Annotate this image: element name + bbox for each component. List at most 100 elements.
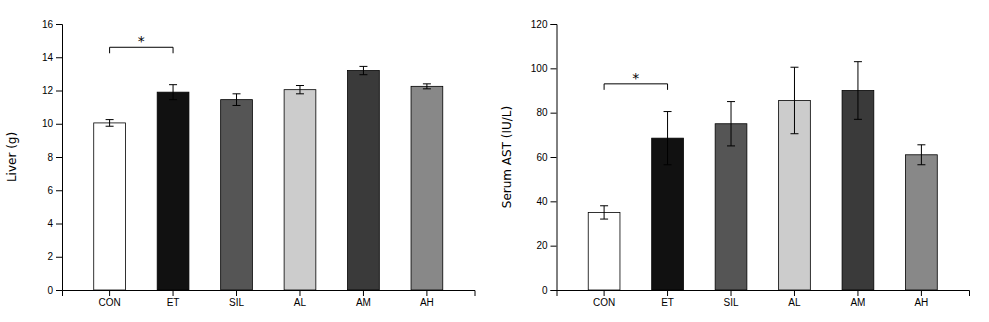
bar — [221, 100, 253, 290]
error-bar — [854, 62, 862, 120]
y-tick-label: 100 — [531, 63, 548, 74]
error-bar — [233, 94, 241, 106]
panel: 0 2 4 6 8 10 12 14 16 CON ET SIL AL AM AH Liver (g) * — [5, 19, 475, 308]
y-tick-mark — [56, 124, 62, 125]
y-tick-mark — [551, 24, 557, 25]
x-tick-mark — [857, 290, 858, 296]
x-tick-mark — [363, 290, 364, 296]
x-tick: AH — [420, 290, 434, 308]
significance-label: * — [632, 70, 639, 86]
x-tick-mark — [426, 290, 427, 296]
x-tick-mark — [667, 290, 668, 296]
y-tick: 60 — [536, 152, 556, 163]
x-tick: ET — [167, 290, 180, 308]
chart-canvas: 0 2 4 6 8 10 12 14 16 CON ET SIL AL AM AH Liver (g) * 0 20… — [0, 0, 989, 322]
y-tick-label: 60 — [536, 152, 548, 163]
y-tick-label: 120 — [531, 19, 548, 30]
bar — [348, 71, 380, 290]
bar — [842, 91, 874, 291]
y-tick-label: 12 — [42, 85, 54, 96]
y-tick-label: 0 — [47, 285, 53, 296]
bar — [715, 124, 747, 290]
x-tick-mark — [731, 290, 732, 296]
x-tick-label: AL — [294, 297, 307, 308]
y-tick: 8 — [47, 152, 62, 163]
significance-label: * — [138, 33, 145, 49]
y-tick: 20 — [536, 240, 556, 251]
y-tick-mark — [56, 24, 62, 25]
y-tick-label: 10 — [42, 118, 54, 129]
y-tick: 16 — [42, 19, 62, 30]
y-tick: 4 — [47, 218, 62, 229]
error-bar — [169, 85, 177, 100]
y-tick-label: 8 — [47, 152, 53, 163]
error-bar — [600, 206, 608, 219]
x-tick-label: AL — [788, 297, 801, 308]
x-tick: AL — [294, 290, 307, 308]
y-tick-label: 0 — [542, 285, 548, 296]
y-tick-mark — [56, 190, 62, 191]
y-tick: 0 — [542, 285, 557, 296]
x-tick-mark — [236, 290, 237, 296]
error-bar — [664, 112, 672, 165]
axis-line — [56, 25, 63, 291]
axis-line — [63, 291, 476, 297]
y-tick: 40 — [536, 196, 556, 207]
error-bar — [359, 66, 367, 74]
bar — [906, 155, 938, 290]
y-axis: 0 20 40 60 80 100 120 — [531, 19, 557, 296]
y-tick-mark — [551, 290, 557, 291]
x-tick: AL — [788, 290, 801, 308]
error-bar — [727, 102, 735, 146]
x-tick: ET — [661, 290, 674, 308]
y-tick-label: 2 — [47, 251, 53, 262]
y-tick-mark — [551, 113, 557, 114]
x-tick-label: ET — [661, 297, 674, 308]
y-tick: 100 — [531, 63, 557, 74]
x-tick-label: ET — [167, 297, 180, 308]
x-tick-label: SIL — [229, 297, 244, 308]
y-tick-mark — [551, 201, 557, 202]
y-tick-label: 16 — [42, 19, 54, 30]
y-tick: 0 — [47, 285, 62, 296]
error-bar — [423, 84, 431, 89]
y-tick-mark — [551, 246, 557, 247]
bar — [588, 212, 620, 290]
x-tick-mark — [921, 290, 922, 296]
axis-line — [557, 291, 970, 297]
y-tick: 12 — [42, 85, 62, 96]
y-tick: 10 — [42, 118, 62, 129]
y-tick-label: 80 — [536, 107, 548, 118]
y-axis-title: Serum AST (IU/L) — [500, 106, 514, 208]
panel: 020406080100120CONETSILALAMAHSerum AST (… — [500, 19, 970, 308]
y-tick-mark — [551, 157, 557, 158]
x-tick: AM — [356, 290, 371, 308]
plot-area — [588, 62, 937, 290]
bar — [94, 123, 126, 290]
bar — [411, 86, 443, 290]
y-axis-title: Liver (g) — [5, 132, 19, 182]
x-tick: AH — [914, 290, 928, 308]
error-bar — [790, 67, 798, 134]
y-tick-label: 20 — [536, 240, 548, 251]
x-tick: CON — [593, 290, 615, 308]
x-axis: CONETSILALAMAH — [557, 290, 970, 308]
y-tick: 120 — [531, 19, 557, 30]
y-tick-mark — [56, 290, 62, 291]
y-tick: 6 — [47, 185, 62, 196]
x-tick-label: CON — [98, 297, 120, 308]
x-tick-mark — [604, 290, 605, 296]
x-tick: AM — [850, 290, 865, 308]
x-tick-mark — [299, 290, 300, 296]
y-tick: 14 — [42, 52, 62, 63]
y-tick-mark — [56, 57, 62, 58]
x-tick-label: AH — [420, 297, 434, 308]
y-tick-mark — [56, 224, 62, 225]
x-tick-label: AM — [356, 297, 371, 308]
error-bar — [917, 145, 925, 165]
x-tick-label: AM — [850, 297, 865, 308]
error-bar — [106, 120, 114, 127]
bar — [157, 92, 189, 290]
y-tick-mark — [551, 68, 557, 69]
y-tick-label: 6 — [47, 185, 53, 196]
